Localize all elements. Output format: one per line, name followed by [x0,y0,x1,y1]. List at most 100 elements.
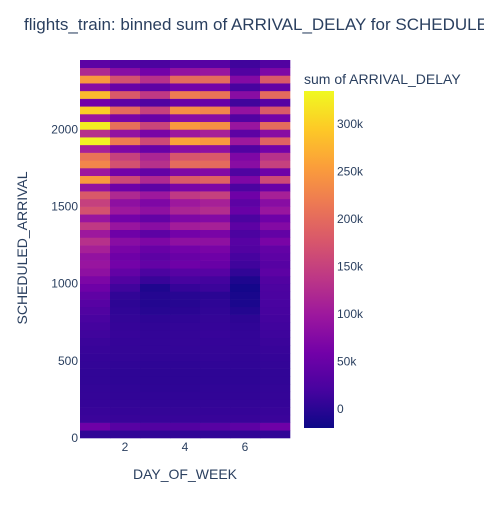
heatmap-cell [170,75,201,84]
colorbar-tick-label: 100k [337,307,364,321]
heatmap-cell [110,368,141,377]
heatmap-cell [80,345,111,354]
heatmap-cell [260,306,291,315]
heatmap-cell [260,291,291,300]
heatmap-cell [140,291,171,300]
heatmap-cell [80,391,111,400]
heatmap-cell [260,399,291,408]
heatmap-cell [110,337,141,346]
heatmap-cell [110,183,141,192]
heatmap-cell [230,67,261,76]
heatmap-cell [200,60,231,69]
heatmap-cell [200,160,231,169]
heatmap-cell [230,237,261,246]
heatmap-cell [110,414,141,423]
heatmap-cell [260,414,291,423]
heatmap-cell [170,299,201,308]
heatmap-cell [260,83,291,92]
heatmap-cell [140,106,171,115]
heatmap-cell [230,368,261,377]
heatmap-cell [200,268,231,277]
heatmap-cell [80,98,111,107]
heatmap-cell [140,422,171,431]
colorbar [304,91,334,428]
heatmap-cell [140,399,171,408]
heatmap-cell [110,345,141,354]
heatmap-cell [230,337,261,346]
heatmap-cell [110,407,141,416]
heatmap-cell [260,337,291,346]
heatmap-cell [170,337,201,346]
heatmap-cell [110,75,141,84]
heatmap-cell [140,144,171,153]
heatmap-cell [200,237,231,246]
heatmap-cell [140,360,171,369]
heatmap-cell [110,160,141,169]
heatmap-cell [230,114,261,123]
heatmap-cell [170,330,201,339]
heatmap-cell [260,198,291,207]
heatmap-cell [230,191,261,200]
heatmap-cell [170,407,201,416]
heatmap-cell [260,229,291,238]
heatmap-cell [140,384,171,393]
y-tick-label: 2000 [51,122,78,136]
heatmap-cell [170,291,201,300]
heatmap-cell [140,299,171,308]
x-tick-label: 6 [242,440,249,454]
heatmap-cell [200,214,231,223]
heatmap-cell [170,83,201,92]
heatmap-cell [260,222,291,231]
heatmap-cell [80,245,111,254]
heatmap-cell [230,322,261,331]
heatmap-cell [200,322,231,331]
heatmap-cell [140,222,171,231]
heatmap-cell [140,98,171,107]
heatmap-cell [230,214,261,223]
heatmap-cell [80,214,111,223]
heatmap-cell [110,376,141,385]
heatmap-cell [260,160,291,169]
heatmap-cell [140,283,171,292]
heatmap-cell [200,276,231,285]
heatmap-cell [80,75,111,84]
heatmap-cell [110,222,141,231]
heatmap-cell [170,198,201,207]
heatmap-cell [230,106,261,115]
heatmap-cell [80,368,111,377]
heatmap-cell [80,90,111,99]
heatmap-cell [140,229,171,238]
heatmap-cell [230,252,261,261]
heatmap-cell [170,160,201,169]
y-tick-label: 1000 [51,277,78,291]
heatmap-cell [230,206,261,215]
heatmap-cell [200,291,231,300]
heatmap-cell [140,391,171,400]
x-axis-title: DAY_OF_WEEK [133,466,238,482]
heatmap-cell [80,322,111,331]
heatmap-cell [260,252,291,261]
heatmap-cell [140,430,171,439]
heatmap-cell [200,252,231,261]
colorbar-tick-label: 200k [337,212,364,226]
heatmap-cell [260,330,291,339]
heatmap-cell [140,407,171,416]
heatmap-cell [80,106,111,115]
heatmap-cell [80,299,111,308]
heatmap-cell [200,191,231,200]
y-tick-label: 1500 [51,200,78,214]
heatmap-cell [200,260,231,269]
heatmap-cell [170,252,201,261]
heatmap-cell [170,430,201,439]
heatmap-cell [230,384,261,393]
heatmap-cell [110,67,141,76]
heatmap-cell [80,407,111,416]
heatmap-cell [230,314,261,323]
heatmap-cell [110,252,141,261]
heatmap-cell [200,67,231,76]
heatmap-cell [200,183,231,192]
heatmap-cell [230,121,261,130]
heatmap-cell [200,422,231,431]
heatmap-cell [170,121,201,130]
heatmap-cell [260,322,291,331]
